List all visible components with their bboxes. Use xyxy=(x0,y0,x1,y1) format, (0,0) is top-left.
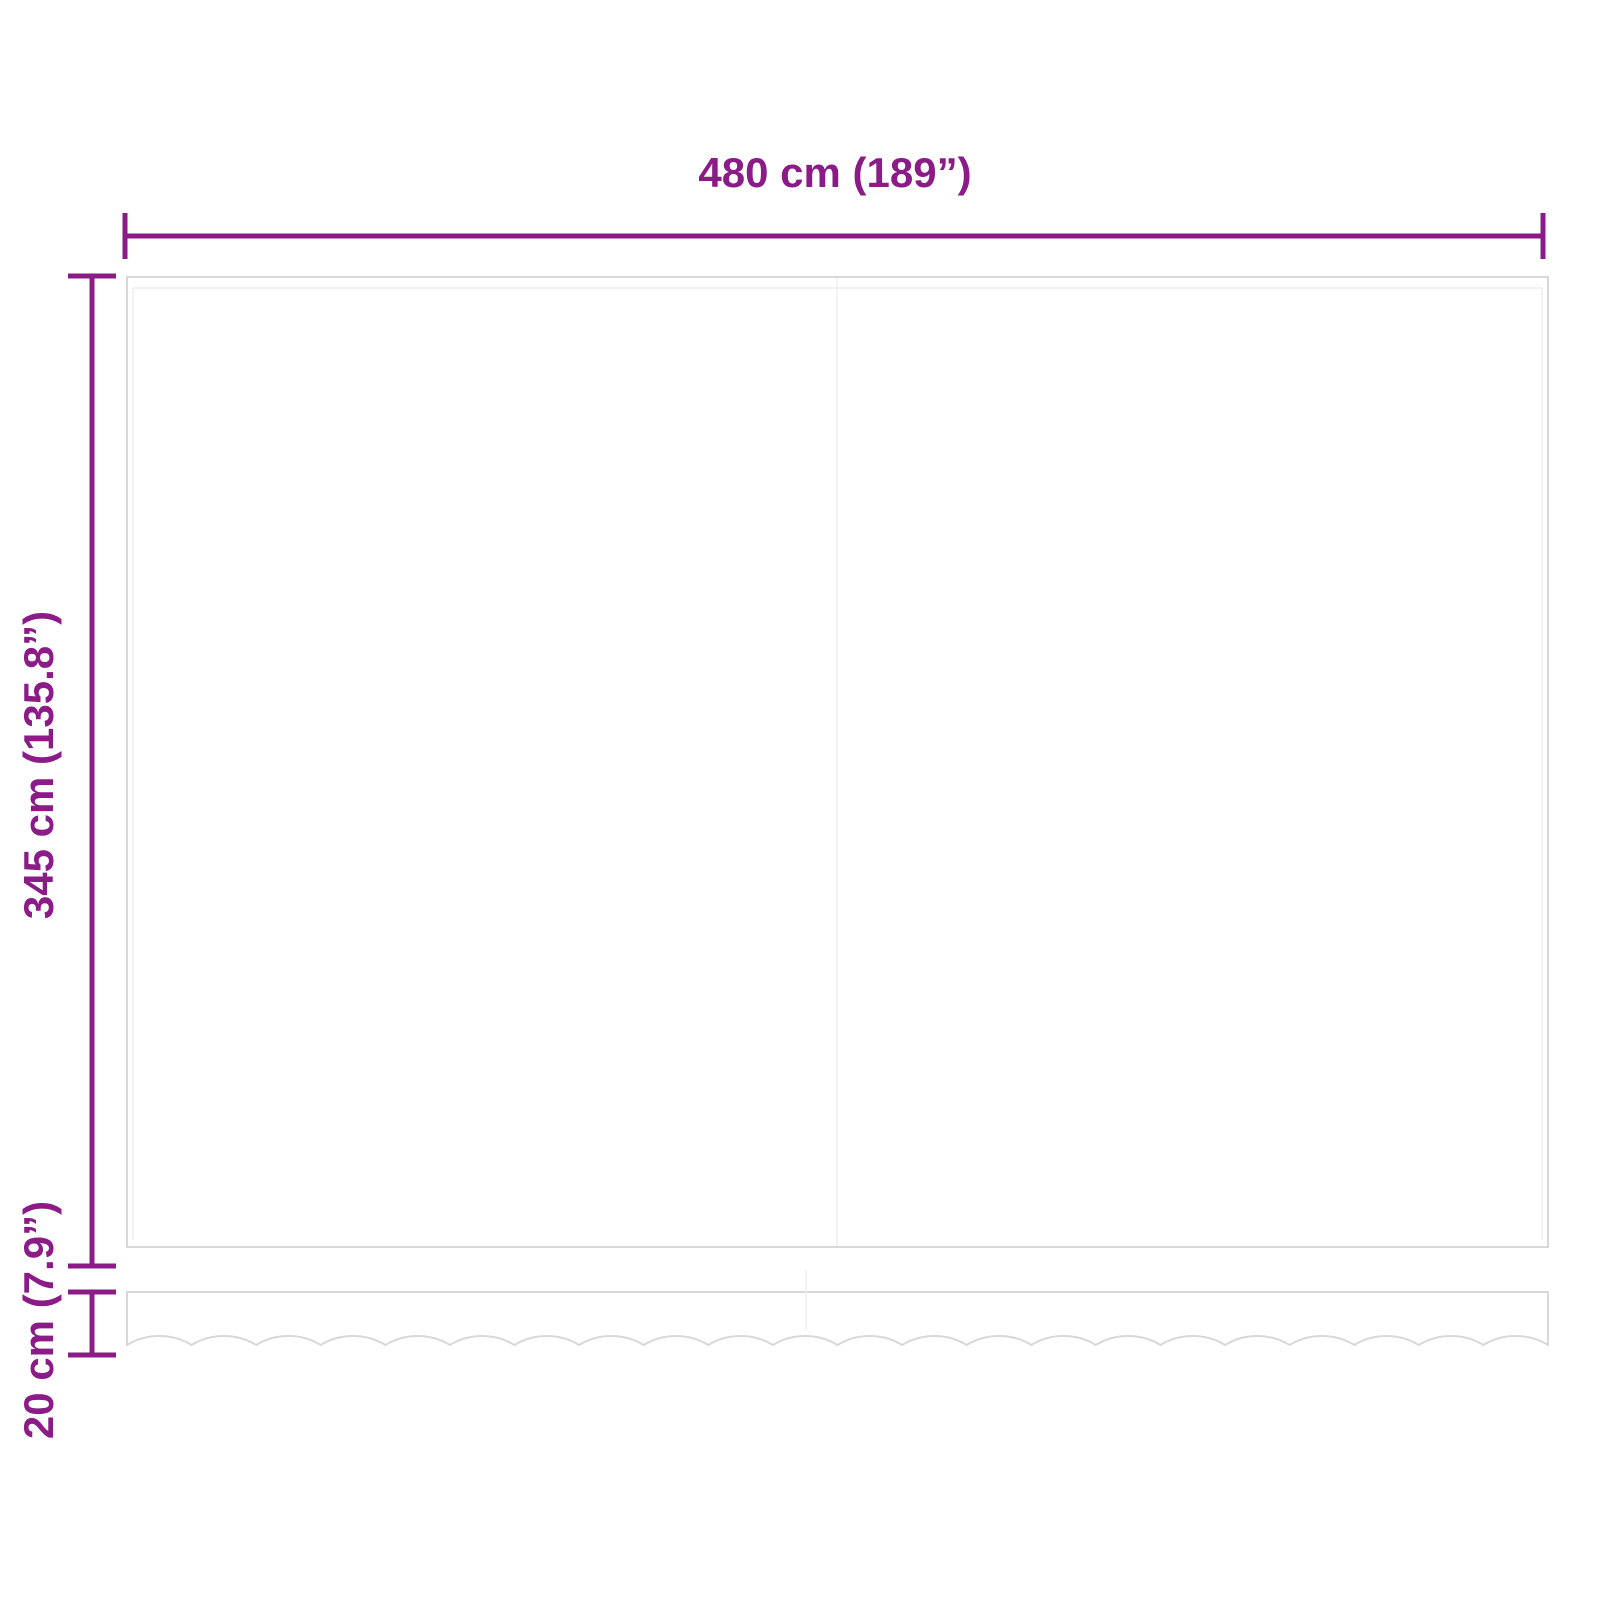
width-label: 480 cm (189”) xyxy=(698,149,971,196)
valance-label: 20 cm (7.9”) xyxy=(15,1201,62,1439)
height-label: 345 cm (135.8”) xyxy=(15,611,62,919)
valance xyxy=(126,1291,1549,1347)
